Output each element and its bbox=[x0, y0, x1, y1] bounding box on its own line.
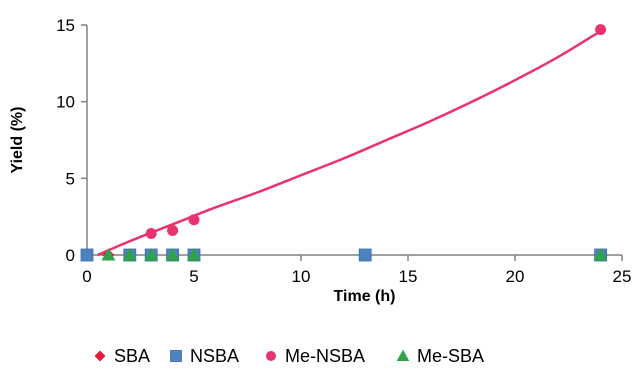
tick-labels-group: 0 5 10 15 20 25 0 5 10 15 bbox=[56, 16, 631, 286]
legend-label: SBA bbox=[114, 346, 150, 366]
y-tick-label: 5 bbox=[66, 169, 75, 188]
legend-item-sba: SBA bbox=[94, 346, 150, 366]
markers-group bbox=[80, 24, 608, 262]
x-tick-label: 15 bbox=[399, 267, 418, 286]
legend-item-me-sba: Me-SBA bbox=[396, 346, 484, 366]
y-tick-label: 15 bbox=[56, 16, 75, 35]
data-point-me-sba bbox=[122, 248, 137, 261]
x-tick-label: 20 bbox=[506, 267, 525, 286]
y-axis-title: Yield (%) bbox=[9, 107, 26, 174]
data-point-me-sba bbox=[101, 248, 116, 261]
legend-item-me-nsba: Me-NSBA bbox=[266, 346, 365, 366]
data-point-me-sba bbox=[144, 248, 159, 261]
y-tick-label: 10 bbox=[56, 93, 75, 112]
ticks-group bbox=[81, 24, 623, 261]
legend-item-nsba: NSBA bbox=[170, 346, 239, 366]
legend-label: Me-NSBA bbox=[285, 346, 365, 366]
axes-group bbox=[86, 25, 622, 256]
data-point-me-sba bbox=[165, 248, 180, 261]
x-tick-label: 25 bbox=[613, 267, 632, 286]
x-axis-title: Time (h) bbox=[334, 288, 396, 305]
legend-marker-triangle-icon bbox=[396, 349, 410, 362]
x-tick-label: 5 bbox=[189, 267, 198, 286]
data-point-me-nsba bbox=[188, 214, 200, 226]
x-tick-label: 10 bbox=[292, 267, 311, 286]
legend-marker-square-icon bbox=[170, 350, 182, 362]
data-point-me-nsba bbox=[145, 228, 157, 240]
legend-marker-diamond-icon bbox=[94, 350, 106, 362]
legend-label: NSBA bbox=[190, 346, 239, 366]
legend-marker-circle-icon bbox=[266, 351, 276, 361]
data-point-nsba bbox=[358, 248, 372, 262]
legend-label: Me-SBA bbox=[417, 346, 484, 366]
data-point-me-sba bbox=[593, 248, 608, 261]
data-point-me-sba bbox=[187, 248, 201, 261]
legend: SBA NSBA Me-NSBA Me-SBA bbox=[94, 346, 484, 366]
trendline-me-nsba bbox=[97, 30, 602, 257]
data-point-nsba bbox=[80, 248, 94, 262]
series-me-sba bbox=[101, 248, 608, 261]
x-tick-label: 0 bbox=[82, 267, 91, 286]
data-point-me-nsba bbox=[595, 24, 607, 36]
y-tick-label: 0 bbox=[66, 246, 75, 265]
trendline-group bbox=[97, 30, 602, 257]
data-point-me-nsba bbox=[167, 224, 179, 236]
series-me-nsba bbox=[81, 24, 607, 261]
